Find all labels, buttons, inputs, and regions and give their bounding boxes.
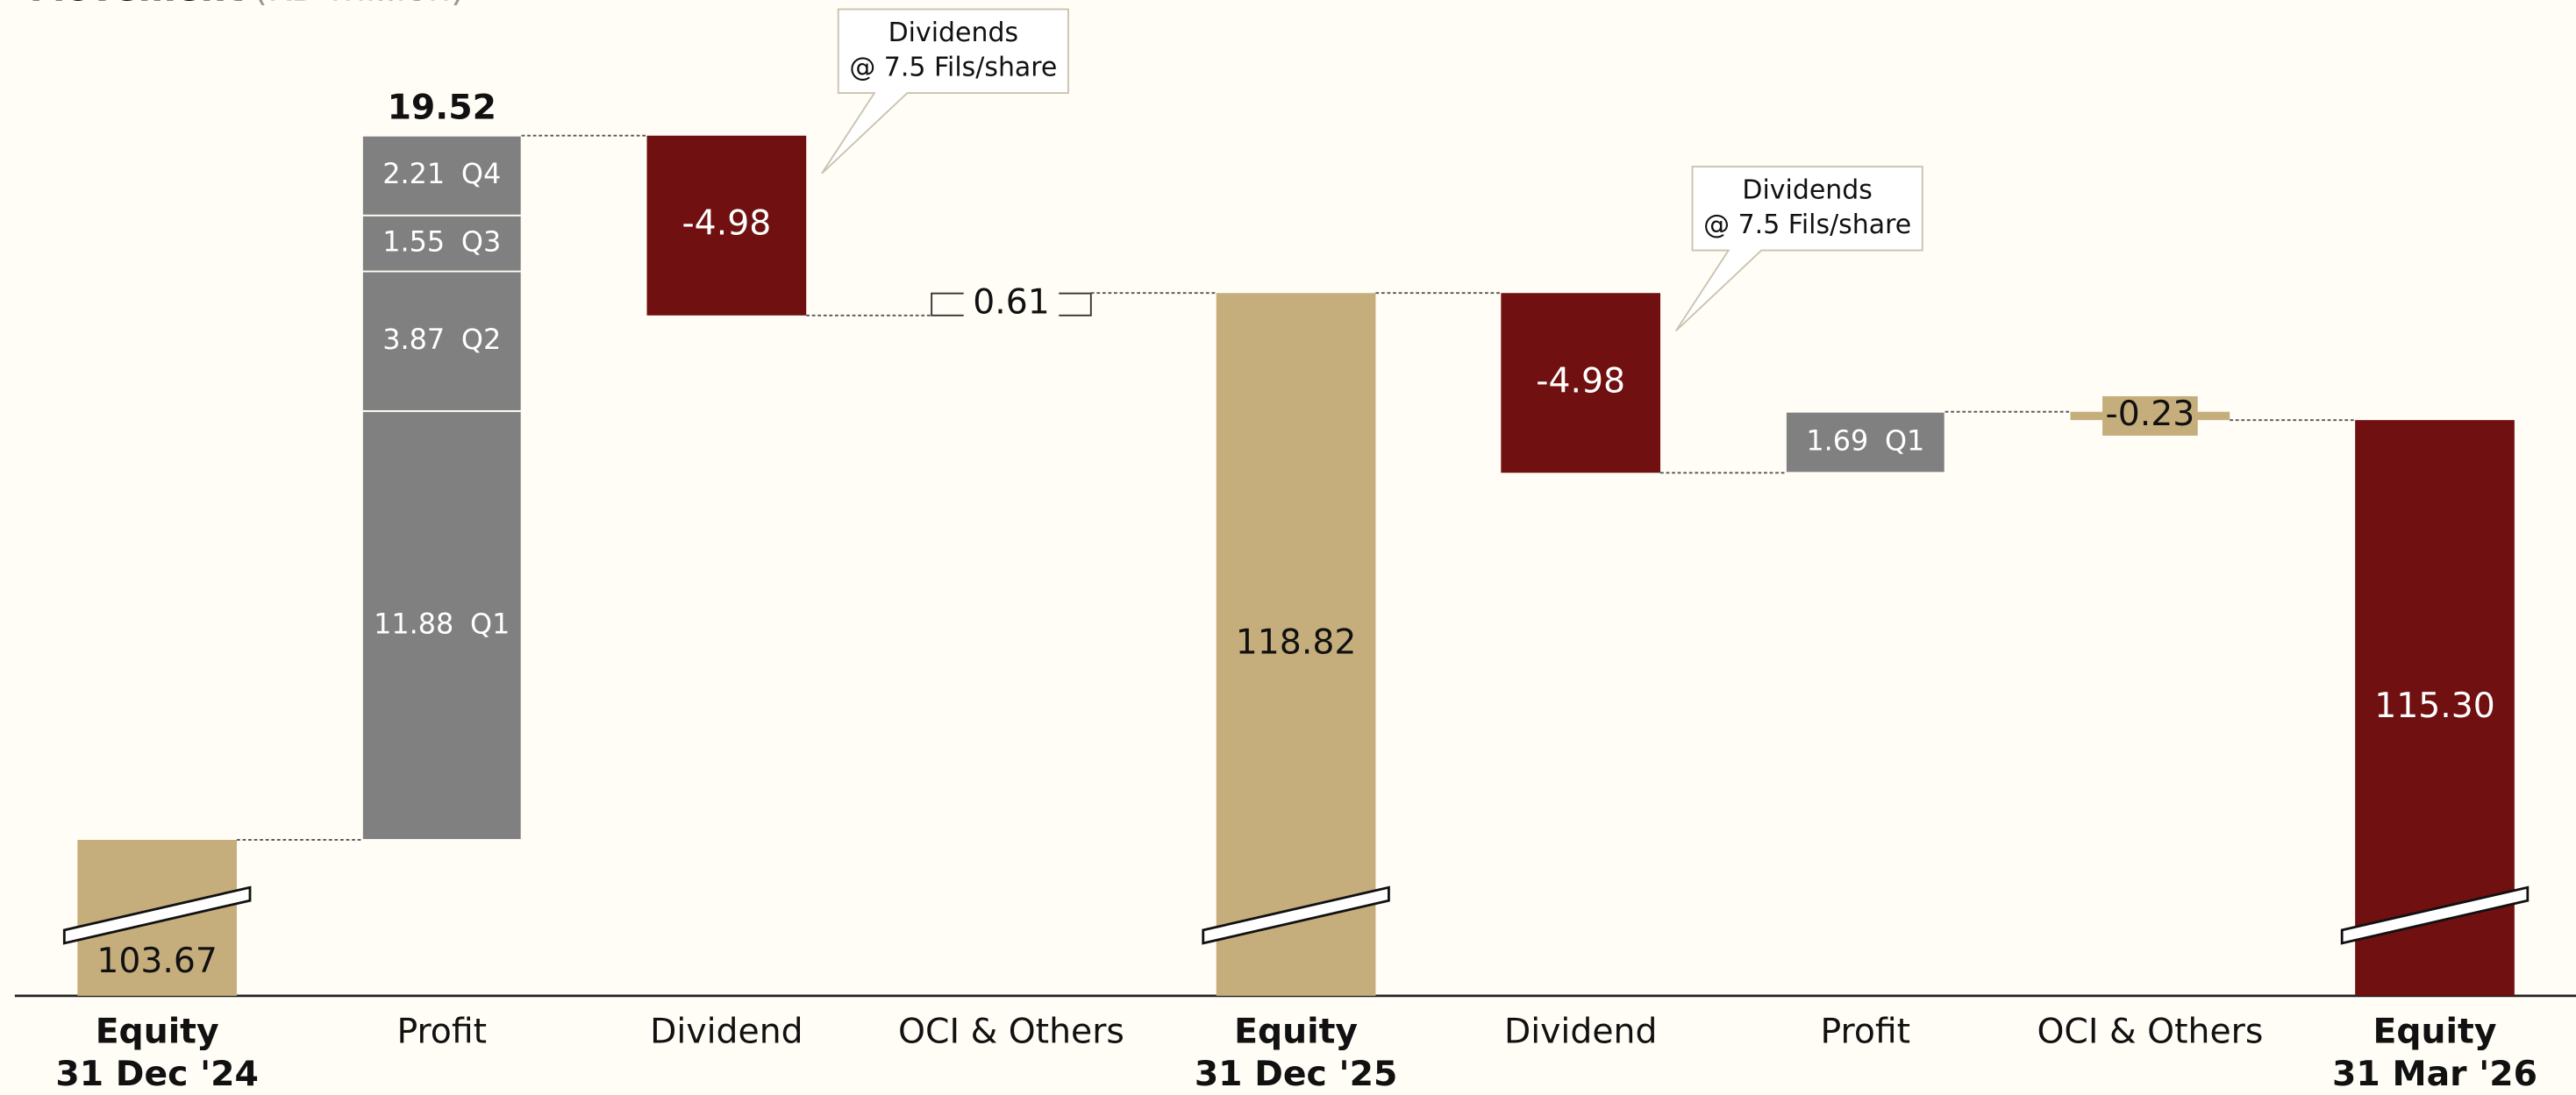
x-tick-label: Profit [1820,1011,1910,1051]
x-tick-label: Dividend [1504,1011,1657,1051]
subtitle: (KD million) [253,0,465,10]
segment-value: 11.88 [374,607,453,640]
axis-break [1202,885,1390,945]
segment-bar [1785,410,1946,474]
x-tick-label: Equity [1234,1011,1358,1051]
axis-break [62,885,252,945]
segment-bar [360,214,523,273]
segment-name: Q1 [470,607,510,640]
segment-bar [360,134,523,217]
delta-bar [646,135,807,316]
callout [821,8,1069,174]
x-tick-label: 31 Mar '26 [2332,1054,2537,1094]
segment-label: 1.69 Q1 [1806,423,1924,457]
title: Movement [30,0,244,10]
value-label: 103.67 [96,941,218,981]
segment-name: Q3 [461,225,501,259]
x-tick-label: Equity [2373,1011,2497,1051]
segment-value: 3.87 [382,323,445,356]
segment-label: 1.55 Q3 [382,225,501,259]
value-label: -0.23 [2106,394,2195,434]
segment-label: 3.87 Q2 [382,323,501,356]
x-tick-label: 31 Dec '25 [1195,1054,1398,1094]
x-tick-label: 31 Dec '24 [55,1054,259,1094]
segment-bar [360,270,523,412]
axis-break [2340,885,2530,945]
callout-text: Dividends [888,18,1018,48]
total-bar [1216,293,1376,996]
label-box [2102,395,2198,436]
segment-name: Q2 [461,323,501,356]
callout-text: Dividends [1742,175,1872,206]
value-label: 118.82 [1236,622,1357,663]
segment-name: Q4 [461,157,501,190]
callout-text: @ 7.5 Fils/share [849,52,1057,82]
value-label: -4.98 [681,203,771,244]
x-tick-label: Equity [96,1011,219,1051]
segment-name: Q1 [1885,423,1924,457]
total-label: 19.52 [388,87,496,127]
segment-value: 1.55 [382,225,445,259]
segment-value: 1.69 [1806,423,1868,457]
segment-label: 2.21 Q4 [382,157,501,190]
value-label: -4.98 [1536,360,1625,401]
label-box [963,284,1060,324]
x-tick-label: OCI & Others [898,1011,1124,1051]
chart-title: Movement (KD million) [30,0,465,10]
x-tick-label: Dividend [650,1011,803,1051]
segment-label: 11.88 Q1 [374,607,510,640]
callout [1675,166,1923,332]
callout-text: @ 7.5 Fils/share [1703,210,1911,240]
x-tick-label: OCI & Others [2037,1011,2263,1051]
value-label: 0.61 [973,282,1050,323]
x-tick-label: Profit [396,1011,487,1051]
value-label: 115.30 [2374,686,2495,726]
delta-bar [1501,293,1661,473]
segment-value: 2.21 [382,157,445,190]
